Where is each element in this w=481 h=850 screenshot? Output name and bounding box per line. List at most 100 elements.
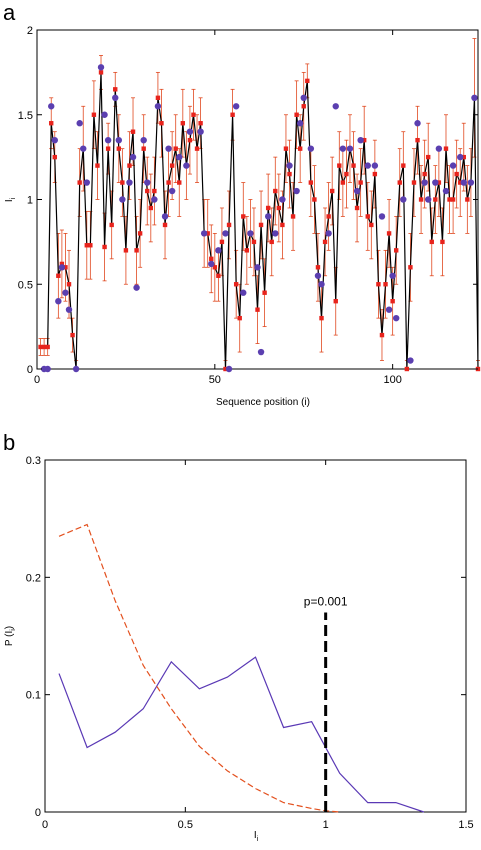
- y-tick-label: 0.1: [26, 690, 41, 702]
- red-square-marker: [426, 154, 431, 160]
- red-square-marker: [120, 180, 125, 185]
- blue-circle-marker: [432, 179, 439, 186]
- red-square-marker: [401, 163, 406, 168]
- red-square-marker: [141, 146, 146, 151]
- red-square-marker: [98, 70, 104, 75]
- blue-circle-marker: [112, 94, 119, 102]
- blue-circle-marker: [104, 136, 112, 144]
- red-square-marker: [241, 214, 246, 219]
- blue-circle-marker: [318, 281, 325, 288]
- red-square-marker: [187, 137, 193, 143]
- y-tick-label: 1: [27, 195, 33, 207]
- red-square-marker: [297, 146, 303, 151]
- y-tick-label: 0.5: [18, 279, 33, 291]
- red-square-marker: [305, 78, 310, 84]
- x-tick-label: 1.5: [458, 819, 473, 831]
- blue-circle-marker: [83, 179, 90, 186]
- red-square-marker: [287, 171, 292, 177]
- red-square-marker: [301, 104, 306, 109]
- panel-b-series: [58, 523, 425, 813]
- blue-circle-marker: [385, 306, 393, 313]
- red-square-marker: [465, 197, 470, 202]
- red-square-marker: [294, 112, 299, 117]
- blue-circle-marker: [115, 136, 122, 144]
- red-square-marker: [379, 332, 385, 338]
- purple-series-line: [58, 656, 425, 813]
- red-square-marker: [102, 244, 107, 250]
- red-square-marker: [226, 222, 232, 228]
- blue-circle-marker: [425, 196, 432, 203]
- blue-circle-marker: [208, 260, 215, 268]
- red-square-marker: [152, 188, 157, 194]
- blue-circle-marker: [264, 213, 272, 220]
- panel-b-ylabel-sub: i: [10, 629, 17, 631]
- blue-circle-marker: [133, 284, 140, 291]
- blue-circle-marker: [119, 196, 126, 203]
- red-square-marker: [173, 146, 178, 151]
- red-square-marker: [322, 239, 328, 245]
- red-square-marker: [269, 239, 274, 245]
- blue-circle-marker: [457, 153, 464, 161]
- blue-circle-marker: [183, 162, 190, 169]
- red-square-marker: [262, 290, 267, 295]
- red-square-marker: [155, 95, 161, 100]
- red-square-marker: [386, 231, 392, 236]
- blue-circle-marker: [293, 187, 300, 195]
- blue-circle-marker: [435, 145, 443, 152]
- x-tick-label: 1: [323, 819, 329, 831]
- blue-circle-marker: [460, 179, 467, 186]
- blue-circle-marker: [378, 213, 386, 220]
- red-square-marker: [372, 171, 378, 177]
- panel-a-red-markers: [38, 70, 481, 372]
- blue-circle-marker: [225, 365, 233, 373]
- blue-circle-marker: [471, 94, 478, 102]
- red-square-marker: [329, 188, 335, 194]
- red-square-marker: [422, 171, 427, 177]
- blue-circle-marker: [346, 145, 354, 152]
- y-tick-label: 0.2: [26, 572, 41, 584]
- blue-circle-marker: [247, 230, 254, 237]
- red-square-marker: [91, 112, 97, 117]
- red-square-marker: [251, 239, 257, 245]
- red-square-marker: [458, 180, 463, 185]
- blue-circle-marker: [364, 162, 371, 169]
- blue-circle-marker: [161, 213, 169, 220]
- blue-circle-marker: [154, 103, 162, 110]
- panel-b-ylabel-close: ): [4, 626, 15, 629]
- blue-circle-marker: [254, 264, 261, 271]
- red-square-marker: [312, 197, 317, 202]
- red-square-marker: [56, 273, 61, 278]
- red-square-marker: [315, 265, 321, 270]
- red-square-marker: [233, 282, 239, 287]
- red-square-marker: [447, 197, 452, 202]
- red-square-marker: [283, 146, 289, 151]
- blue-circle-marker: [140, 136, 147, 144]
- blue-circle-marker: [467, 179, 475, 186]
- blue-circle-marker: [48, 103, 55, 110]
- red-square-marker: [84, 243, 89, 248]
- red-square-marker: [145, 188, 150, 194]
- y-tick-label: 0: [27, 364, 33, 376]
- red-square-marker: [95, 163, 100, 168]
- orange-dashed-series-line: [58, 523, 340, 813]
- blue-circle-marker: [97, 64, 105, 71]
- panel-b-xlabel-main: I: [254, 830, 257, 841]
- panel-a-ticks: 0 50 100 0 0.5 1 1.5 2: [18, 25, 478, 386]
- red-square-marker: [113, 87, 118, 92]
- panel-b-letter: b: [3, 430, 15, 455]
- blue-circle-marker: [407, 357, 414, 364]
- red-square-marker: [436, 180, 442, 185]
- red-square-marker: [77, 180, 82, 185]
- blue-circle-marker: [232, 103, 240, 110]
- blue-circle-marker: [168, 187, 176, 195]
- red-square-marker: [319, 315, 324, 321]
- blue-circle-marker: [186, 128, 194, 135]
- threshold-label: p=0.001: [304, 594, 348, 608]
- blue-circle-marker: [389, 272, 396, 279]
- red-square-marker: [404, 366, 410, 372]
- blue-circle-marker: [371, 162, 379, 169]
- red-square-marker: [308, 180, 314, 185]
- blue-circle-marker: [58, 264, 66, 271]
- blue-circle-marker: [353, 187, 361, 195]
